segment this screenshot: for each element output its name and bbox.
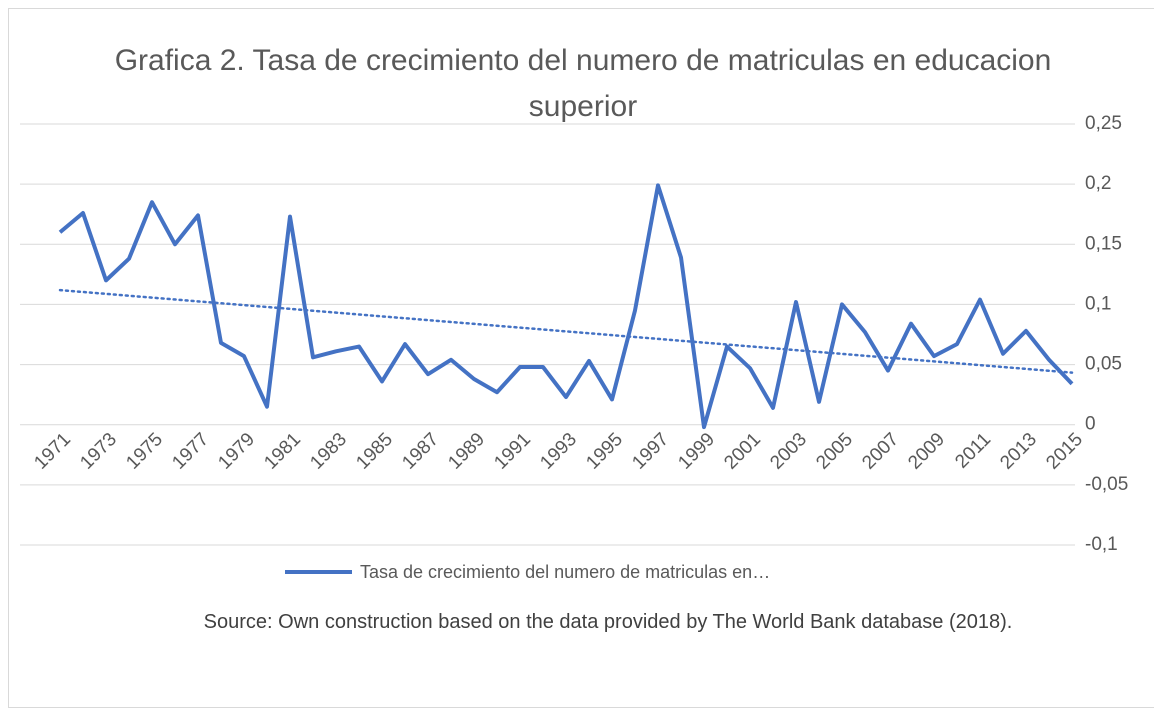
x-tick-label: 1973 [76, 429, 121, 474]
x-tick-label: 2003 [766, 429, 811, 474]
y-tick-label: -0,05 [1085, 474, 1128, 495]
trendline [58, 288, 1074, 374]
x-tick-label: 2009 [904, 429, 949, 474]
chart-title: Grafica 2. Tasa de crecimiento del numer… [114, 44, 1052, 123]
page: -0,1 -0,05 0 0,05 0,1 0,15 0,2 0,25 1971 1973 1975… [8, 8, 1154, 708]
x-tick-label: 2005 [812, 429, 857, 474]
x-tick-label: 2015 [1042, 429, 1087, 474]
x-tick-label: 1985 [352, 429, 397, 474]
x-tick-label: 2007 [858, 429, 903, 474]
x-tick-label: 1995 [582, 429, 627, 474]
x-tick-label: 1971 [30, 429, 75, 474]
y-tick-label: 0,2 [1085, 173, 1111, 194]
x-tick-label: 1977 [168, 429, 213, 474]
x-tick-label: 1989 [444, 429, 489, 474]
chart: -0,1 -0,05 0 0,05 0,1 0,15 0,2 0,25 1971 1973 1975… [20, 113, 1128, 582]
x-tick-label: 1987 [398, 429, 443, 474]
x-tick-label: 1975 [122, 429, 167, 474]
x-tick-label: 1979 [214, 429, 259, 474]
legend-label: Tasa de crecimiento del numero de matric… [360, 562, 770, 582]
source-note: Source: Own construction based on the da… [203, 611, 1013, 633]
x-tick-label: 1981 [260, 429, 305, 474]
x-tick-label: 2011 [951, 429, 995, 473]
y-tick-label: -0,1 [1085, 534, 1118, 555]
series-line [58, 183, 1074, 430]
y-tick-label: 0,1 [1085, 293, 1111, 314]
x-tick-label: 1983 [306, 429, 351, 474]
x-tick-label: 1991 [490, 429, 535, 474]
x-tick-label: 1997 [628, 429, 673, 474]
x-tick-label: 2001 [720, 429, 765, 474]
y-tick-label: 0 [1085, 414, 1096, 435]
y-tick-label: 0,05 [1085, 354, 1122, 375]
x-tick-label: 1999 [674, 429, 719, 474]
y-tick-label: 0,15 [1085, 233, 1122, 254]
x-tick-label: 1993 [536, 429, 581, 474]
x-tick-label: 2013 [996, 429, 1041, 474]
y-tick-label: 0,25 [1085, 113, 1122, 134]
